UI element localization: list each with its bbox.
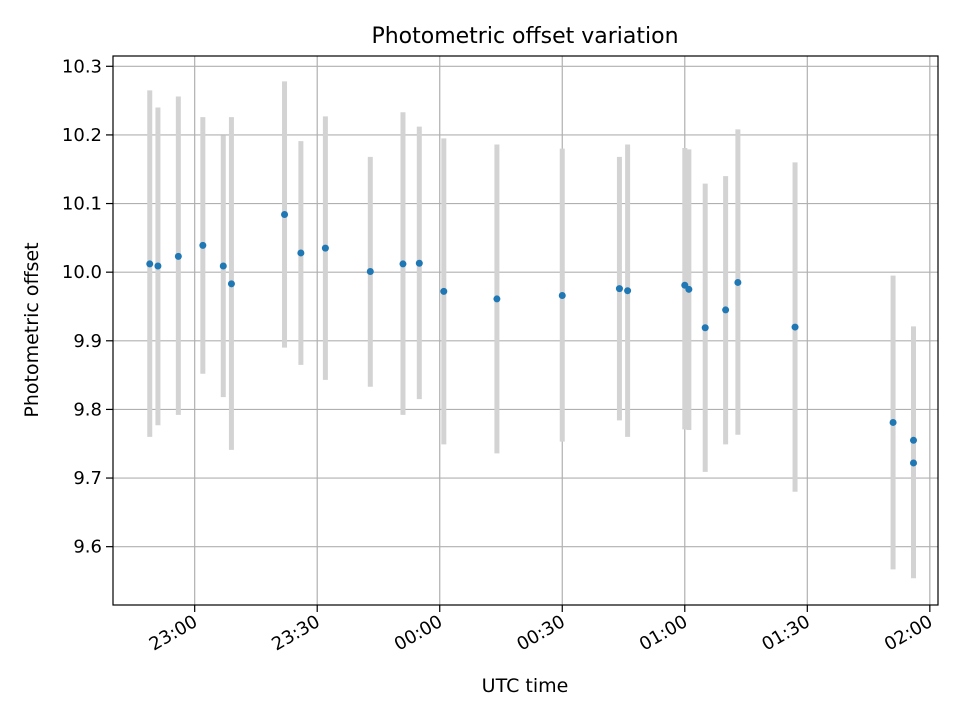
y-tick-label: 9.7 — [73, 468, 102, 489]
data-point — [615, 285, 623, 293]
y-tick-label: 10.3 — [62, 56, 102, 77]
data-point — [734, 278, 742, 286]
data-point — [440, 287, 448, 295]
data-point — [791, 323, 799, 331]
y-axis-ticks: 9.6 9.7 9.8 9.9 10.0 10.1 10.2 10.3 — [62, 56, 113, 558]
y-axis-label: Photometric offset — [21, 242, 43, 417]
chart-title: Photometric offset variation — [371, 24, 678, 49]
data-point — [227, 280, 235, 288]
data-point — [415, 259, 423, 267]
data-point — [281, 211, 289, 219]
y-tick-label: 10.2 — [62, 125, 102, 146]
data-point — [199, 241, 207, 249]
y-tick-label: 10.1 — [62, 194, 102, 215]
data-point — [909, 436, 917, 444]
y-tick-label: 9.9 — [73, 331, 102, 352]
data-point — [154, 262, 162, 270]
data-point — [701, 324, 709, 332]
data-point — [297, 249, 305, 257]
data-point — [174, 252, 182, 260]
data-point — [399, 260, 407, 268]
data-point — [909, 459, 917, 467]
data-point — [558, 292, 566, 300]
data-point — [146, 260, 154, 268]
y-tick-label: 10.0 — [62, 262, 102, 283]
x-axis-label: UTC time — [482, 675, 569, 697]
data-point — [685, 285, 693, 293]
data-point — [624, 287, 632, 295]
data-point — [722, 306, 730, 314]
data-points — [146, 211, 917, 467]
data-point — [889, 418, 897, 426]
data-point — [219, 262, 227, 270]
data-point — [493, 295, 501, 303]
data-point — [321, 244, 329, 252]
y-tick-label: 9.8 — [73, 399, 102, 420]
plot-frame — [112, 55, 939, 606]
data-point — [366, 267, 374, 275]
y-tick-label: 9.6 — [73, 537, 102, 558]
